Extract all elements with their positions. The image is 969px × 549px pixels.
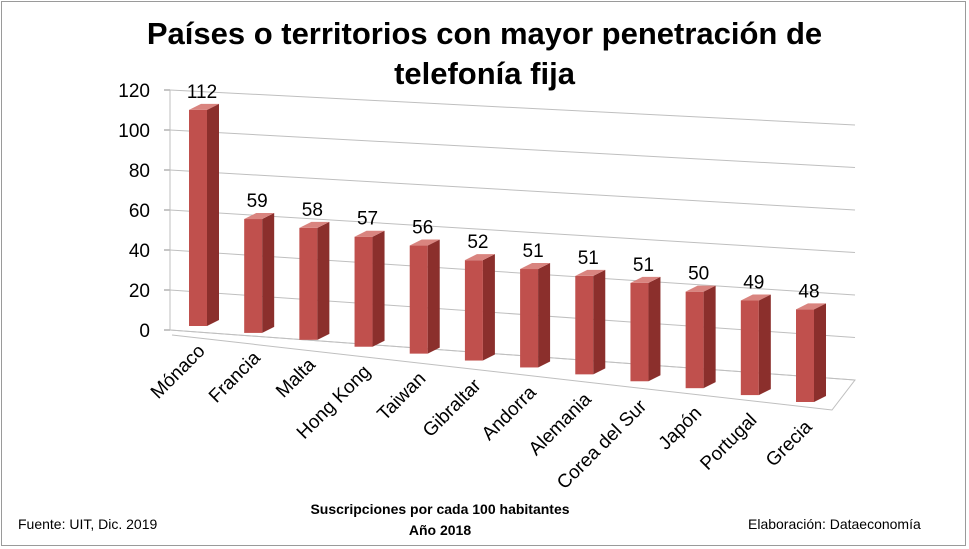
- gridline: [169, 89, 856, 126]
- data-label: 51: [578, 248, 599, 269]
- bar-top-face: [520, 263, 551, 270]
- bar-side-face: [427, 239, 440, 354]
- gridline: [169, 169, 856, 211]
- bar-front-face: [575, 275, 594, 375]
- x-axis-label: Suscripciones por cada 100 habitantes: [310, 501, 570, 517]
- chart-title: Países o territorios con mayor penetraci…: [0, 14, 969, 94]
- x-tick-label: Taiwan: [374, 368, 431, 425]
- bar-top-face: [244, 213, 275, 220]
- bar: [630, 276, 661, 382]
- bar-side-face: [758, 294, 771, 396]
- y-tick-label: 40: [129, 241, 150, 262]
- bar-side-face: [262, 213, 275, 333]
- bar-side-face: [207, 103, 219, 326]
- bar: [575, 269, 606, 375]
- x-tick-label: Andorra: [478, 382, 541, 445]
- bar-top-face: [409, 239, 440, 246]
- x-tick-label: Francia: [205, 347, 265, 407]
- bar-top-face: [189, 103, 219, 110]
- bar: [464, 254, 495, 361]
- y-tick-label: 0: [139, 321, 150, 342]
- bar-front-face: [685, 291, 704, 389]
- x-tick-label: Mónaco: [147, 341, 210, 404]
- gridline: [169, 129, 856, 168]
- x-tick-label: Malta: [272, 354, 320, 402]
- gridline: [169, 249, 856, 296]
- data-label: 57: [357, 209, 378, 230]
- data-label: 112: [187, 82, 217, 103]
- gridline: [169, 209, 856, 253]
- bar-top-face: [299, 221, 330, 228]
- y-tick-label: 20: [129, 281, 150, 302]
- bar-side-face: [372, 230, 385, 347]
- bar-side-face: [593, 269, 606, 375]
- bar-front-face: [299, 227, 318, 340]
- y-tick-label: 100: [118, 121, 150, 142]
- chart-title-line-1: Países o territorios con mayor penetraci…: [146, 16, 823, 51]
- data-label: 51: [523, 241, 544, 262]
- bar-top-face: [685, 285, 716, 292]
- y-tick-label: 60: [129, 201, 150, 222]
- bar-front-face: [244, 219, 263, 333]
- data-label-layer: 112 59 58 57 56 52 51 51 51 50 49 48: [187, 82, 820, 303]
- bar: [354, 230, 385, 347]
- data-label: 58: [302, 200, 323, 221]
- bar: [299, 221, 330, 340]
- bar-top-face: [464, 254, 495, 261]
- bar: [796, 303, 826, 402]
- bar-front-face: [189, 109, 207, 326]
- bar-front-face: [520, 269, 539, 368]
- data-label: 51: [633, 255, 654, 276]
- x-axis-sublabel: Año 2018: [408, 522, 472, 538]
- bar: [244, 213, 275, 333]
- source-note: Fuente: UIT, Dic. 2019: [18, 516, 158, 532]
- bar-side-face: [703, 285, 716, 389]
- bar-top-face: [740, 294, 771, 301]
- bar-layer: [189, 103, 826, 402]
- x-tick-label: Gibraltar: [419, 375, 486, 442]
- data-label: 52: [467, 232, 488, 253]
- bar-front-face: [464, 260, 483, 361]
- data-label: 48: [798, 281, 819, 302]
- bar-top-face: [796, 303, 826, 310]
- data-label: 59: [247, 191, 268, 212]
- y-tick-label: 120: [118, 81, 150, 102]
- y-tick-label: 80: [129, 161, 150, 182]
- bar-front-face: [409, 245, 428, 354]
- bar-front-face: [630, 282, 649, 382]
- bar-side-face: [317, 221, 330, 340]
- data-label: 50: [688, 264, 709, 285]
- bar-top-face: [354, 230, 385, 237]
- data-label: 56: [412, 218, 433, 239]
- bar: [740, 294, 771, 396]
- y-axis-ticks: 0 20 40 60 80 100 120: [118, 81, 150, 342]
- x-tick-label: Portugal: [696, 410, 761, 475]
- bar-side-face: [648, 276, 661, 382]
- bar-side-face: [538, 263, 551, 368]
- data-label: 49: [743, 273, 764, 294]
- bar-front-face: [740, 300, 759, 396]
- bar: [409, 239, 440, 354]
- x-tick-label: Japón: [655, 403, 706, 454]
- bar: [189, 103, 219, 326]
- bar-front-face: [354, 236, 373, 347]
- bar-side-face: [482, 254, 495, 361]
- bar-side-face: [814, 303, 826, 402]
- chart-title-line-2: telefonía fija: [394, 56, 575, 91]
- bar-top-face: [630, 276, 661, 283]
- grid-layer: [164, 89, 856, 411]
- bar: [520, 263, 551, 368]
- x-tick-label: Grecia: [762, 416, 817, 471]
- credit-note: Elaboración: Dataeconomía: [748, 516, 921, 532]
- bar-top-face: [575, 269, 606, 276]
- bar: [685, 285, 716, 389]
- bar-front-face: [796, 309, 814, 402]
